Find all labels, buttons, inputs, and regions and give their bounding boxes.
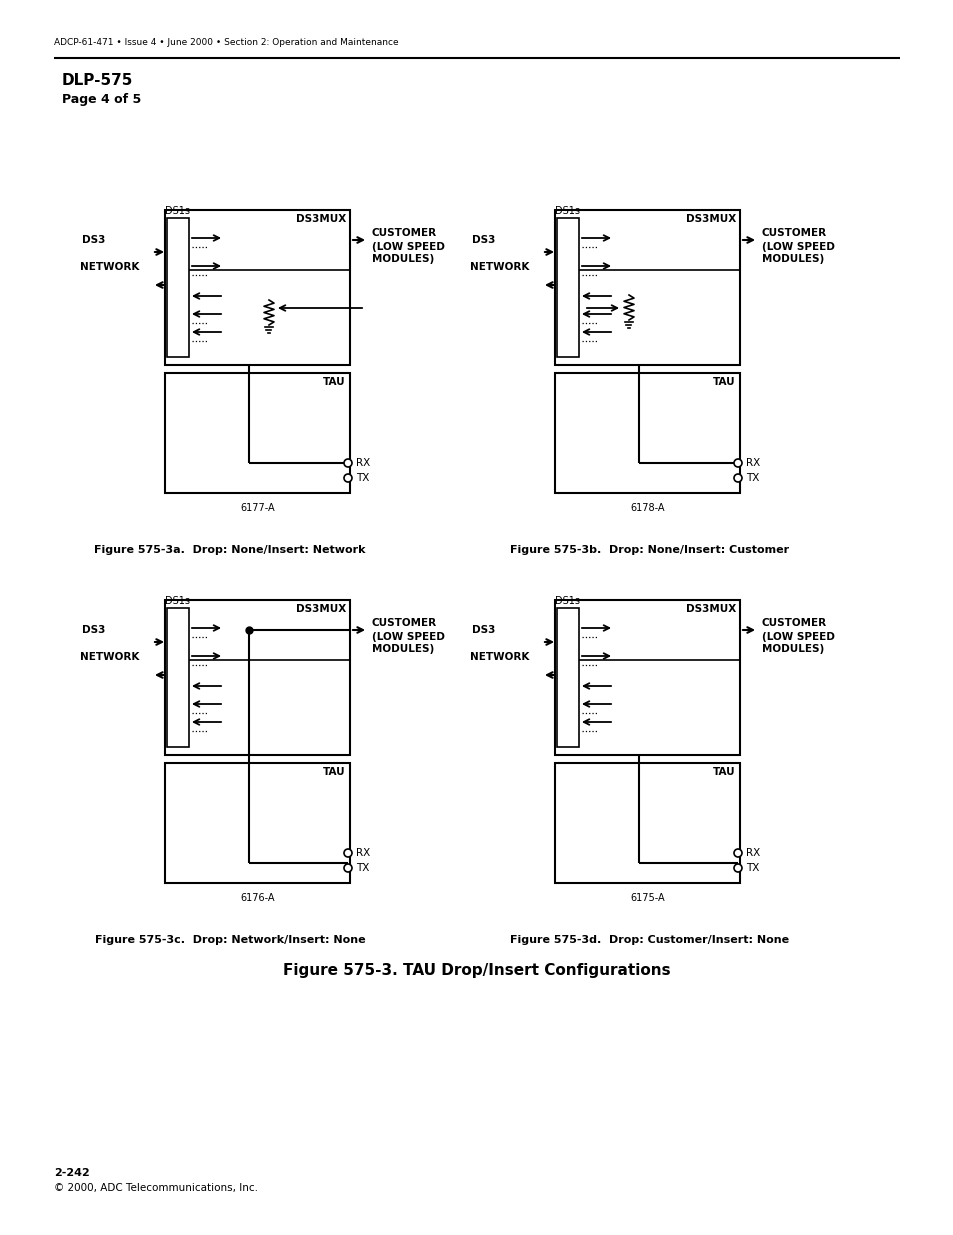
Bar xyxy=(165,373,350,493)
Text: MODULES): MODULES) xyxy=(761,254,823,264)
Text: TAU: TAU xyxy=(713,767,735,777)
Text: 6176-A: 6176-A xyxy=(240,893,274,903)
Bar xyxy=(167,608,189,747)
Text: Figure 575-3b.  Drop: None/Insert: Customer: Figure 575-3b. Drop: None/Insert: Custom… xyxy=(510,545,789,555)
Text: (LOW SPEED: (LOW SPEED xyxy=(761,632,834,642)
Text: DS1s: DS1s xyxy=(555,206,579,216)
Text: CUSTOMER: CUSTOMER xyxy=(372,228,436,238)
Text: CUSTOMER: CUSTOMER xyxy=(761,618,826,629)
Bar xyxy=(165,600,350,755)
Text: TX: TX xyxy=(355,863,369,873)
Text: TX: TX xyxy=(355,473,369,483)
Bar xyxy=(557,608,578,747)
Bar xyxy=(165,763,350,883)
Text: MODULES): MODULES) xyxy=(761,643,823,655)
Text: DS3: DS3 xyxy=(472,625,495,635)
Text: 6177-A: 6177-A xyxy=(240,503,274,513)
Text: (LOW SPEED: (LOW SPEED xyxy=(372,632,444,642)
Text: Figure 575-3. TAU Drop/Insert Configurations: Figure 575-3. TAU Drop/Insert Configurat… xyxy=(283,963,670,978)
Text: DS3: DS3 xyxy=(82,235,105,245)
Text: ADCP-61-471 • Issue 4 • June 2000 • Section 2: Operation and Maintenance: ADCP-61-471 • Issue 4 • June 2000 • Sect… xyxy=(54,38,398,47)
Bar xyxy=(555,373,740,493)
Text: Figure 575-3c.  Drop: Network/Insert: None: Figure 575-3c. Drop: Network/Insert: Non… xyxy=(94,935,365,945)
Text: 6178-A: 6178-A xyxy=(630,503,664,513)
Text: (LOW SPEED: (LOW SPEED xyxy=(372,242,444,252)
Text: DS3: DS3 xyxy=(472,235,495,245)
Text: DLP-575: DLP-575 xyxy=(62,73,133,88)
Bar xyxy=(557,219,578,357)
Text: MODULES): MODULES) xyxy=(372,254,434,264)
Circle shape xyxy=(733,864,741,872)
Circle shape xyxy=(733,474,741,482)
Text: TAU: TAU xyxy=(713,377,735,387)
Text: NETWORK: NETWORK xyxy=(80,652,139,662)
Text: RX: RX xyxy=(355,458,370,468)
Text: CUSTOMER: CUSTOMER xyxy=(372,618,436,629)
Text: NETWORK: NETWORK xyxy=(470,262,529,272)
Text: TAU: TAU xyxy=(323,377,346,387)
Text: DS1s: DS1s xyxy=(555,597,579,606)
Circle shape xyxy=(344,474,352,482)
Text: DS1s: DS1s xyxy=(165,206,191,216)
Circle shape xyxy=(733,459,741,467)
Text: Figure 575-3a.  Drop: None/Insert: Network: Figure 575-3a. Drop: None/Insert: Networ… xyxy=(94,545,365,555)
Text: Figure 575-3d.  Drop: Customer/Insert: None: Figure 575-3d. Drop: Customer/Insert: No… xyxy=(510,935,789,945)
Text: (LOW SPEED: (LOW SPEED xyxy=(761,242,834,252)
Text: TAU: TAU xyxy=(323,767,346,777)
Text: DS3MUX: DS3MUX xyxy=(685,604,735,614)
Text: RX: RX xyxy=(355,848,370,858)
Text: NETWORK: NETWORK xyxy=(470,652,529,662)
Text: 6175-A: 6175-A xyxy=(630,893,664,903)
Text: RX: RX xyxy=(745,458,760,468)
Text: 2-242: 2-242 xyxy=(54,1168,90,1178)
Text: DS3MUX: DS3MUX xyxy=(685,214,735,224)
Text: MODULES): MODULES) xyxy=(372,643,434,655)
Text: DS3MUX: DS3MUX xyxy=(295,214,346,224)
Text: RX: RX xyxy=(745,848,760,858)
Circle shape xyxy=(733,848,741,857)
Circle shape xyxy=(344,459,352,467)
Bar xyxy=(555,600,740,755)
Text: DS3MUX: DS3MUX xyxy=(295,604,346,614)
Text: TX: TX xyxy=(745,863,759,873)
Text: DS3: DS3 xyxy=(82,625,105,635)
Circle shape xyxy=(344,864,352,872)
Bar xyxy=(555,763,740,883)
Text: Page 4 of 5: Page 4 of 5 xyxy=(62,93,141,106)
Text: DS1s: DS1s xyxy=(165,597,191,606)
Bar xyxy=(555,210,740,366)
Text: TX: TX xyxy=(745,473,759,483)
Text: NETWORK: NETWORK xyxy=(80,262,139,272)
Bar xyxy=(167,219,189,357)
Circle shape xyxy=(344,848,352,857)
Text: © 2000, ADC Telecommunications, Inc.: © 2000, ADC Telecommunications, Inc. xyxy=(54,1183,257,1193)
Text: CUSTOMER: CUSTOMER xyxy=(761,228,826,238)
Bar xyxy=(165,210,350,366)
